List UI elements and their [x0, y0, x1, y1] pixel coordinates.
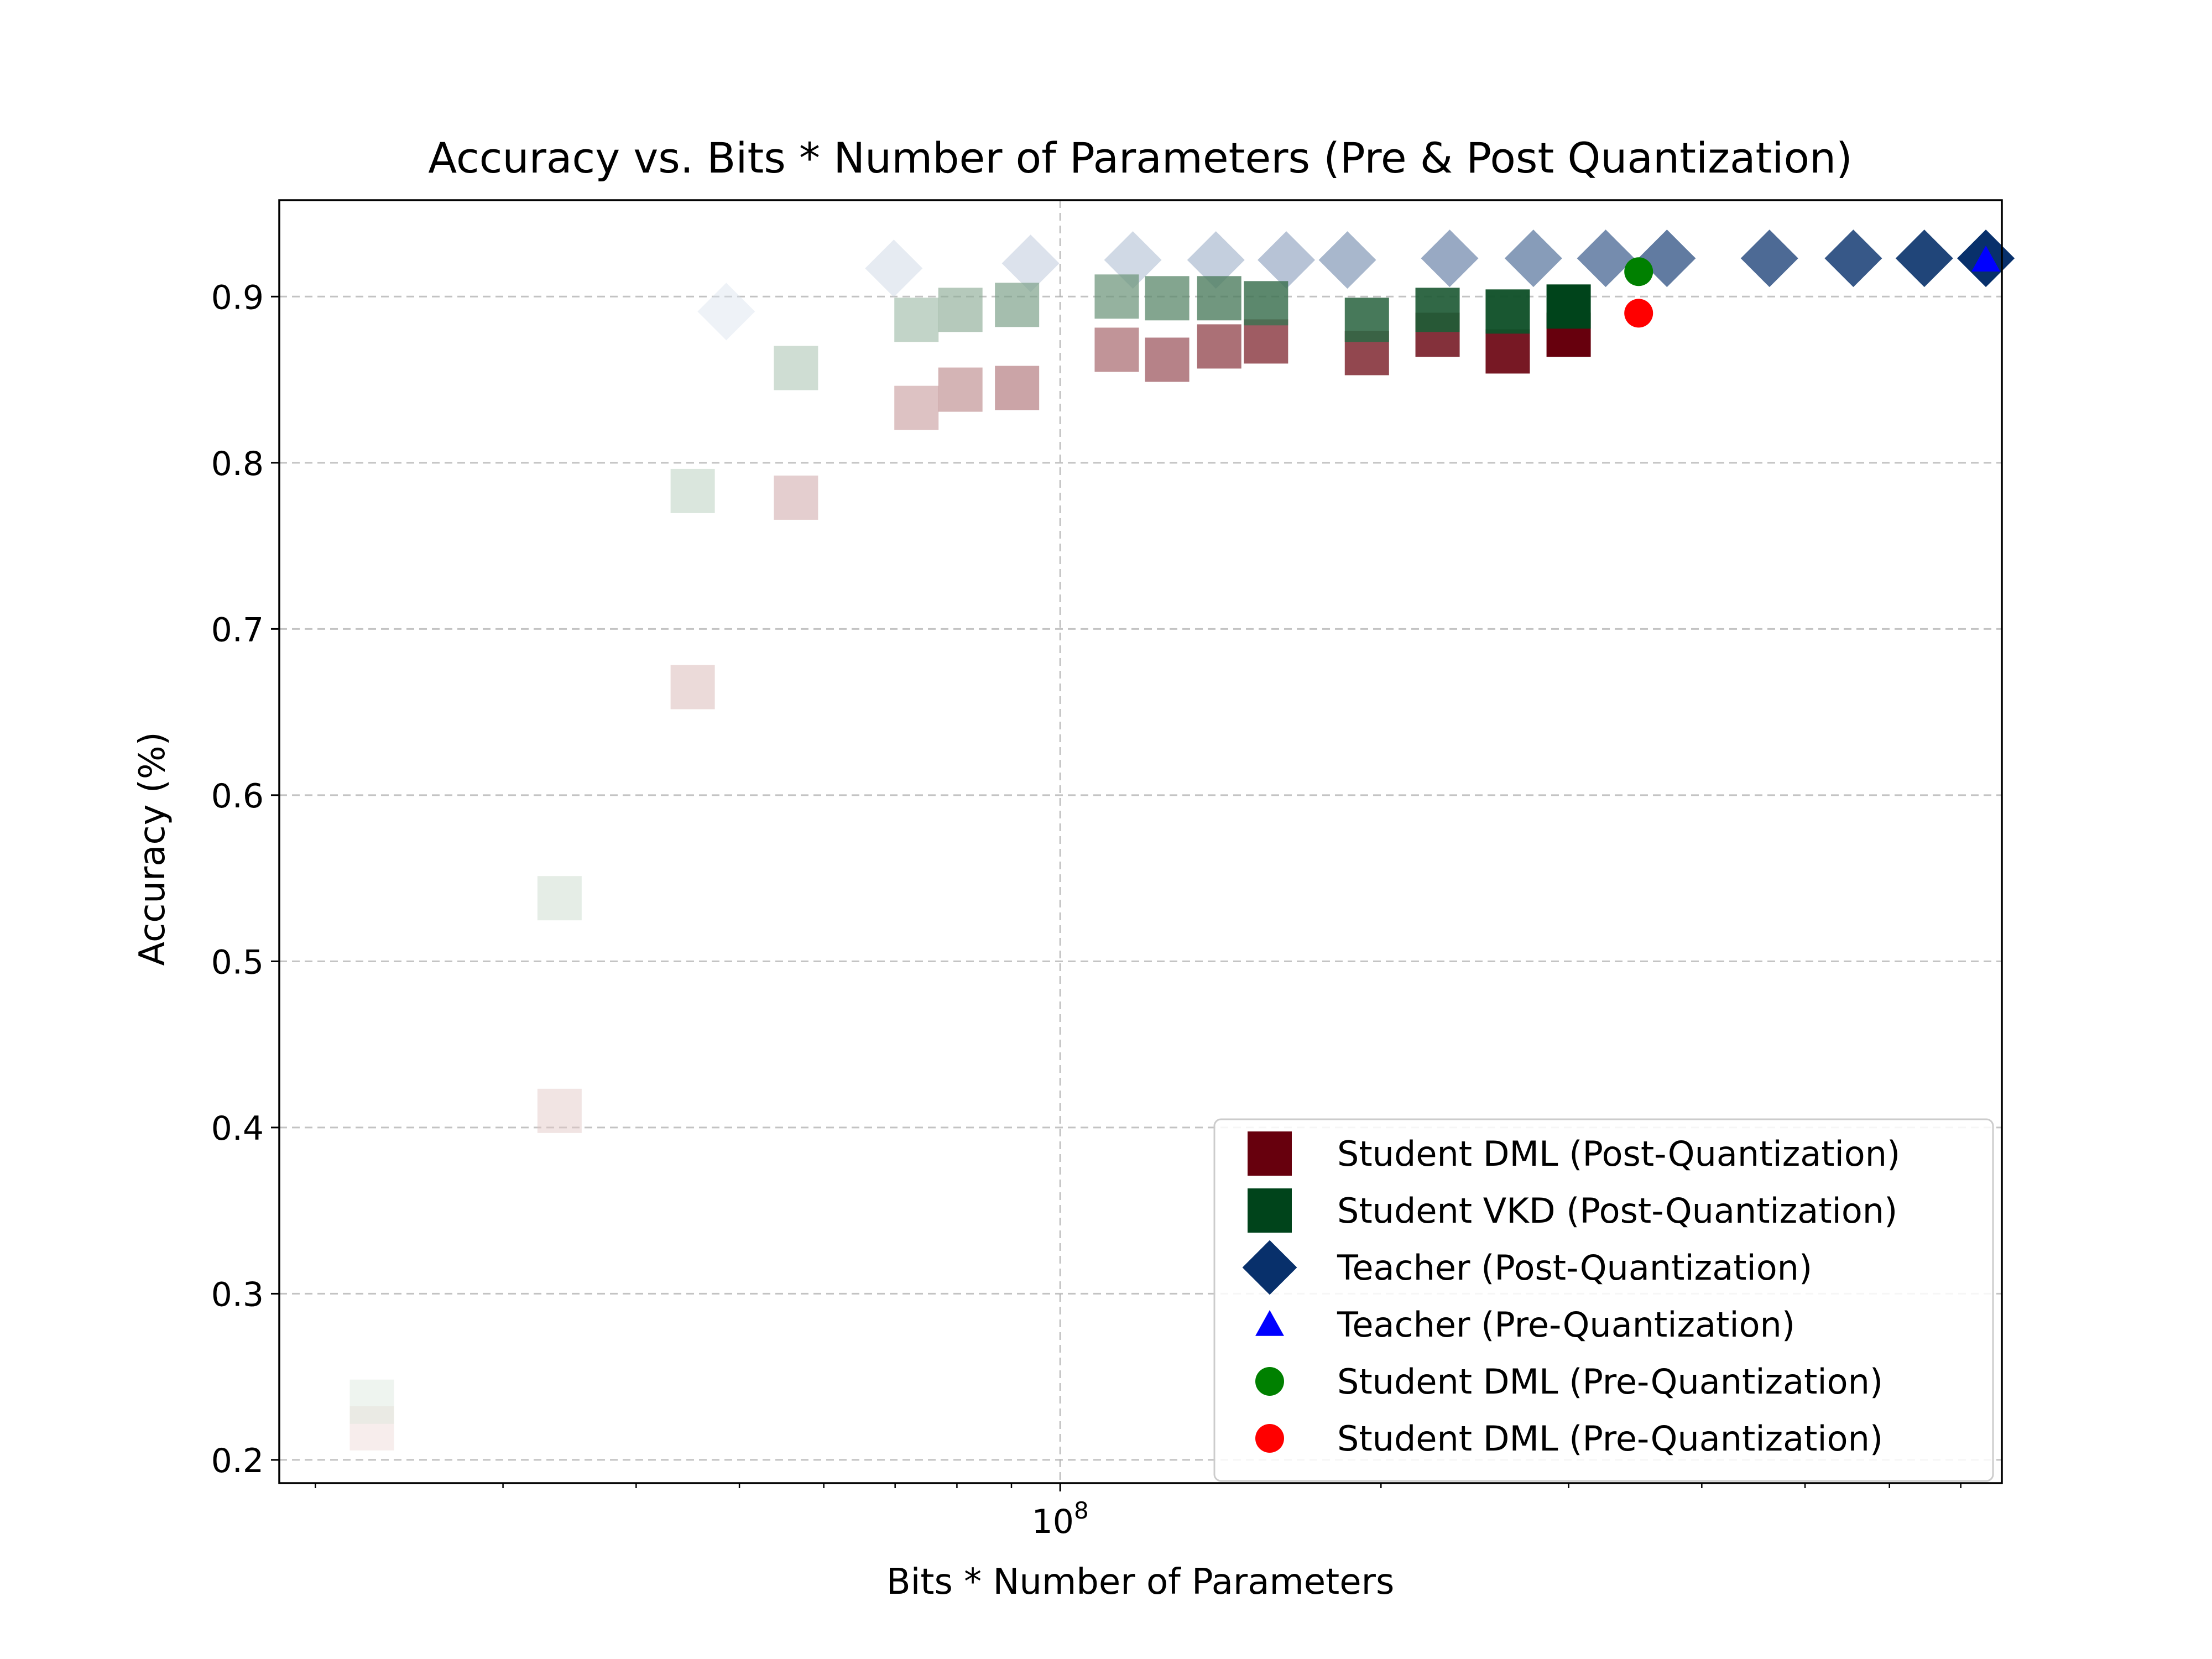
plot-frame — [278, 199, 2003, 1484]
data-point — [1415, 288, 1460, 332]
data-point — [1740, 229, 1798, 288]
legend-label: Teacher (Post-Quantization) — [1337, 1248, 1812, 1288]
axes: 0.2 0.3 0.4 0.5 0.6 0.7 0.8 0.9 108 — [211, 278, 1961, 1541]
data-point — [1824, 229, 1882, 288]
y-tick-label: 0.2 — [211, 1442, 264, 1480]
legend-marker — [1255, 1424, 1284, 1453]
data-point — [774, 346, 818, 390]
data-point — [1197, 276, 1241, 321]
data-point — [1094, 274, 1139, 319]
data-point — [1344, 298, 1389, 342]
y-tick-label: 0.7 — [211, 611, 264, 649]
data-point — [1546, 284, 1591, 329]
legend-label: Student DML (Pre-Quantization) — [1337, 1361, 1883, 1402]
legend-marker — [1248, 1188, 1292, 1233]
data-point — [1145, 337, 1190, 382]
y-tick-label: 0.9 — [211, 278, 264, 317]
data-point — [995, 283, 1040, 327]
data-point — [894, 298, 939, 342]
data-point — [1104, 231, 1162, 289]
data-point — [1197, 324, 1241, 369]
legend-marker — [1248, 1131, 1292, 1176]
x-tick-label: 108 — [1032, 1497, 1089, 1541]
x-axis-label: Bits * Number of Parameters — [886, 1562, 1395, 1603]
data-point — [1577, 229, 1635, 288]
data-point — [1244, 319, 1288, 364]
data-point — [1485, 289, 1530, 334]
data-point — [1624, 257, 1653, 286]
data-point — [1094, 327, 1139, 372]
data-point — [537, 1088, 582, 1133]
y-tick-label: 0.4 — [211, 1109, 264, 1148]
legend-label: Student VKD (Post-Quantization) — [1337, 1191, 1897, 1231]
data-point — [670, 665, 715, 709]
legend-marker — [1255, 1367, 1284, 1396]
data-point — [1895, 229, 1953, 288]
data-point — [1485, 329, 1530, 374]
y-tick-label: 0.8 — [211, 445, 264, 483]
y-tick-label: 0.3 — [211, 1275, 264, 1314]
legend-marker — [1242, 1240, 1297, 1295]
y-axis-label: Accuracy (%) — [132, 732, 173, 966]
chart-title: Accuracy vs. Bits * Number of Parameters… — [428, 133, 1853, 182]
data-point — [1145, 276, 1190, 321]
data-point — [349, 1406, 394, 1451]
data-point — [1624, 299, 1653, 328]
data-point — [537, 876, 582, 921]
y-tick-label: 0.6 — [211, 777, 264, 816]
data-point — [894, 385, 939, 430]
data-marks — [349, 229, 2015, 1451]
data-point — [938, 367, 983, 412]
data-point — [697, 283, 755, 341]
legend: Student DML (Post-Quantization) Student V… — [1213, 1118, 1994, 1482]
data-point — [995, 366, 1040, 410]
grid — [279, 200, 2002, 1483]
legend-label: Student DML (Pre-Quantization) — [1337, 1418, 1883, 1459]
legend-label: Teacher (Pre-Quantization) — [1337, 1305, 1795, 1345]
data-point — [670, 468, 715, 513]
data-point — [1318, 231, 1376, 289]
data-point — [1258, 231, 1316, 289]
data-point — [1244, 281, 1288, 326]
data-point — [938, 288, 983, 332]
y-tick-label: 0.5 — [211, 943, 264, 982]
data-point — [1001, 234, 1060, 293]
legend-marker — [1255, 1310, 1284, 1336]
legend-box — [1213, 1118, 1994, 1482]
data-point — [1421, 229, 1479, 288]
data-point — [1504, 229, 1562, 288]
data-point — [774, 475, 818, 520]
data-point — [865, 239, 923, 298]
data-point — [1187, 231, 1245, 289]
data-point — [1971, 246, 2001, 272]
data-point — [349, 1379, 394, 1424]
legend-label: Student DML (Post-Quantization) — [1337, 1134, 1900, 1174]
